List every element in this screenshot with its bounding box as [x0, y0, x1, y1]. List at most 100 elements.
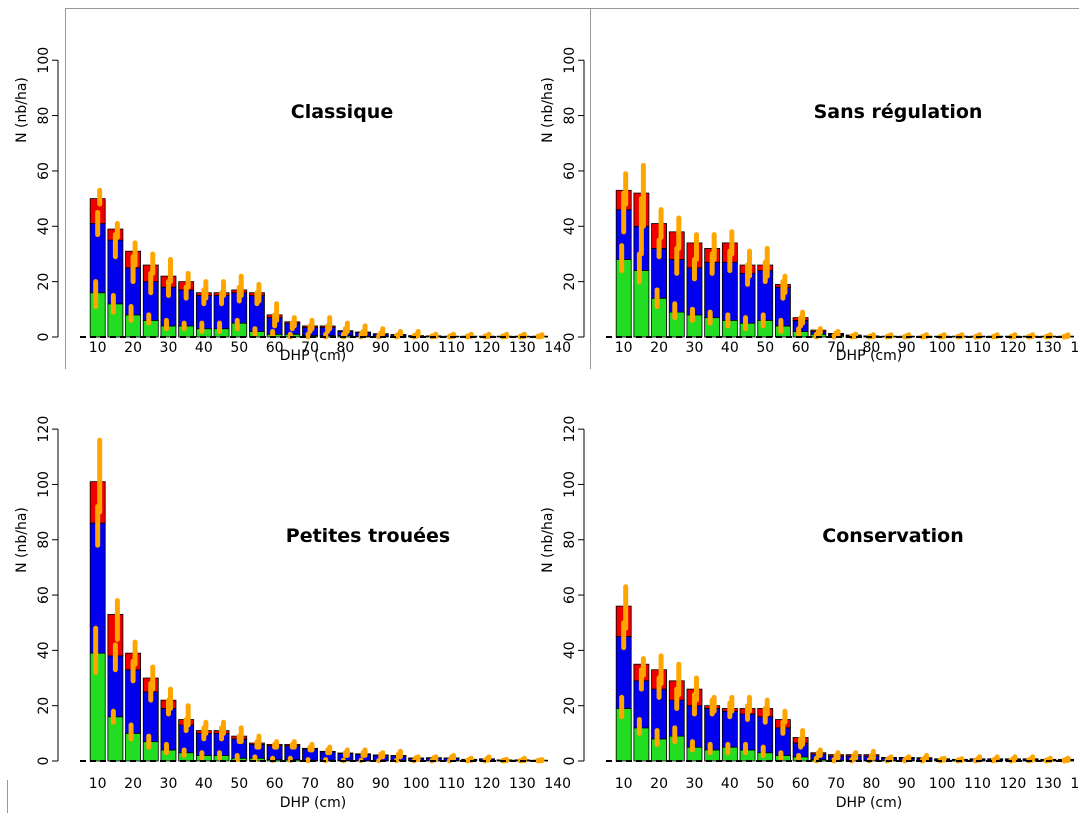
x-tick-label: 60: [266, 340, 284, 356]
y-tick-label: 0: [36, 757, 52, 766]
x-tick-label: 100: [403, 776, 430, 792]
panel-title: Petites trouées: [286, 525, 450, 547]
x-tick-label: 30: [686, 776, 704, 792]
y-tick-label: 120: [562, 416, 578, 443]
x-tick-label: 70: [827, 340, 845, 356]
x-tick-label: 60: [792, 340, 810, 356]
y-tick-label: 40: [36, 641, 52, 659]
x-tick-label: 140: [1070, 340, 1079, 356]
x-axis-label: DHP (cm): [280, 348, 346, 364]
x-tick-label: 10: [89, 340, 107, 356]
x-tick-label: 70: [301, 340, 319, 356]
x-tick-label: 100: [929, 340, 956, 356]
plot-area: 0 20 40 60 80 100 10 20 30 40 50 60 70 80 90 100 110 120 1…: [562, 47, 1079, 356]
y-tick-label: 100: [562, 47, 578, 74]
x-tick-label: 30: [160, 776, 178, 792]
y-tick-label: 40: [562, 641, 578, 659]
x-tick-label: 90: [898, 340, 916, 356]
plot-area: 0 20 40 60 80 100 120 10 20 30 40 50 60 70 80 90 100 110 1…: [562, 416, 1079, 792]
x-tick-label: 130: [1035, 776, 1062, 792]
panel-title: Classique: [291, 101, 393, 123]
y-tick-label: 60: [36, 162, 52, 180]
y-tick-label: 20: [562, 697, 578, 715]
y-tick-label: 80: [36, 531, 52, 549]
y-tick-label: 80: [562, 531, 578, 549]
y-tick-label: 20: [562, 273, 578, 291]
x-tick-label: 130: [1035, 340, 1062, 356]
x-tick-label: 80: [336, 340, 354, 356]
x-tick-label: 20: [650, 776, 668, 792]
x-tick-label: 140: [1070, 776, 1079, 792]
x-tick-label: 40: [195, 776, 213, 792]
x-tick-label: 110: [964, 340, 991, 356]
x-tick-label: 50: [230, 340, 248, 356]
x-tick-label: 60: [266, 776, 284, 792]
x-tick-label: 30: [160, 340, 178, 356]
y-tick-label: 100: [36, 471, 52, 498]
x-tick-label: 120: [474, 776, 501, 792]
y-tick-label: 40: [36, 217, 52, 235]
y-tick-label: 0: [562, 333, 578, 342]
panel-sans-regulation: Sans régulation 0 20 40 60 80 100 10 20 30 40 50 60…: [540, 47, 1079, 364]
y-tick-label: 20: [36, 697, 52, 715]
x-tick-label: 90: [898, 776, 916, 792]
x-tick-label: 80: [862, 776, 880, 792]
x-tick-label: 80: [336, 776, 354, 792]
x-tick-label: 120: [1000, 340, 1027, 356]
y-tick-label: 80: [36, 107, 52, 125]
x-axis-label: DHP (cm): [280, 795, 346, 811]
x-tick-label: 70: [301, 776, 319, 792]
panel-title: Conservation: [822, 525, 963, 547]
plot-area: 0 20 40 60 80 100 120 10 20 30 40 50 60 70 80 90 100 110 1…: [36, 416, 571, 792]
y-axis-label: N (nb/ha): [14, 507, 30, 573]
x-tick-label: 130: [509, 776, 536, 792]
y-axis-label: N (nb/ha): [540, 77, 556, 143]
y-tick-label: 0: [36, 333, 52, 342]
x-tick-label: 10: [615, 776, 633, 792]
x-tick-label: 80: [862, 340, 880, 356]
x-axis-label: DHP (cm): [836, 348, 902, 364]
y-tick-label: 80: [562, 107, 578, 125]
y-tick-label: 120: [36, 416, 52, 443]
y-tick-label: 40: [562, 217, 578, 235]
x-tick-label: 70: [827, 776, 845, 792]
x-tick-label: 50: [756, 340, 774, 356]
y-tick-label: 20: [36, 273, 52, 291]
x-tick-label: 40: [195, 340, 213, 356]
plot-area: 0 20 40 60 80 100 10 20 30 40 50 60 70 80 90 100 110 120 1…: [36, 47, 571, 356]
x-tick-label: 20: [124, 776, 142, 792]
x-tick-label: 40: [721, 776, 739, 792]
y-tick-label: 60: [562, 162, 578, 180]
x-tick-label: 100: [929, 776, 956, 792]
x-tick-label: 120: [474, 340, 501, 356]
y-axis-label: N (nb/ha): [14, 77, 30, 143]
x-tick-label: 130: [509, 340, 536, 356]
x-tick-label: 20: [650, 340, 668, 356]
panel-petites-trouees: Petites trouées 0 20 40 60 80 100 120 10 20 30 40 5…: [14, 416, 571, 811]
y-tick-label: 60: [36, 586, 52, 604]
y-tick-label: 100: [36, 47, 52, 74]
x-tick-label: 40: [721, 340, 739, 356]
x-tick-label: 30: [686, 340, 704, 356]
x-tick-label: 140: [544, 776, 571, 792]
y-tick-label: 100: [562, 471, 578, 498]
x-tick-label: 110: [438, 776, 465, 792]
x-tick-label: 50: [756, 776, 774, 792]
y-tick-label: 60: [562, 586, 578, 604]
panel-title: Sans régulation: [814, 101, 983, 123]
x-tick-label: 60: [792, 776, 810, 792]
panel-conservation: Conservation 0 20 40 60 80 100 120 10 20 30 40 50 60…: [540, 416, 1079, 811]
x-tick-label: 10: [615, 340, 633, 356]
y-tick-label: 0: [562, 757, 578, 766]
x-tick-label: 10: [89, 776, 107, 792]
x-tick-label: 90: [372, 340, 390, 356]
x-tick-label: 20: [124, 340, 142, 356]
x-tick-label: 100: [403, 340, 430, 356]
y-axis-label: N (nb/ha): [540, 507, 556, 573]
x-tick-label: 140: [544, 340, 571, 356]
x-tick-label: 110: [964, 776, 991, 792]
x-tick-label: 90: [372, 776, 390, 792]
x-tick-label: 110: [438, 340, 465, 356]
panel-classique: Classique 0 20 40 60 80 100 10 20 30 40 50 60 70 80 90…: [14, 47, 571, 364]
